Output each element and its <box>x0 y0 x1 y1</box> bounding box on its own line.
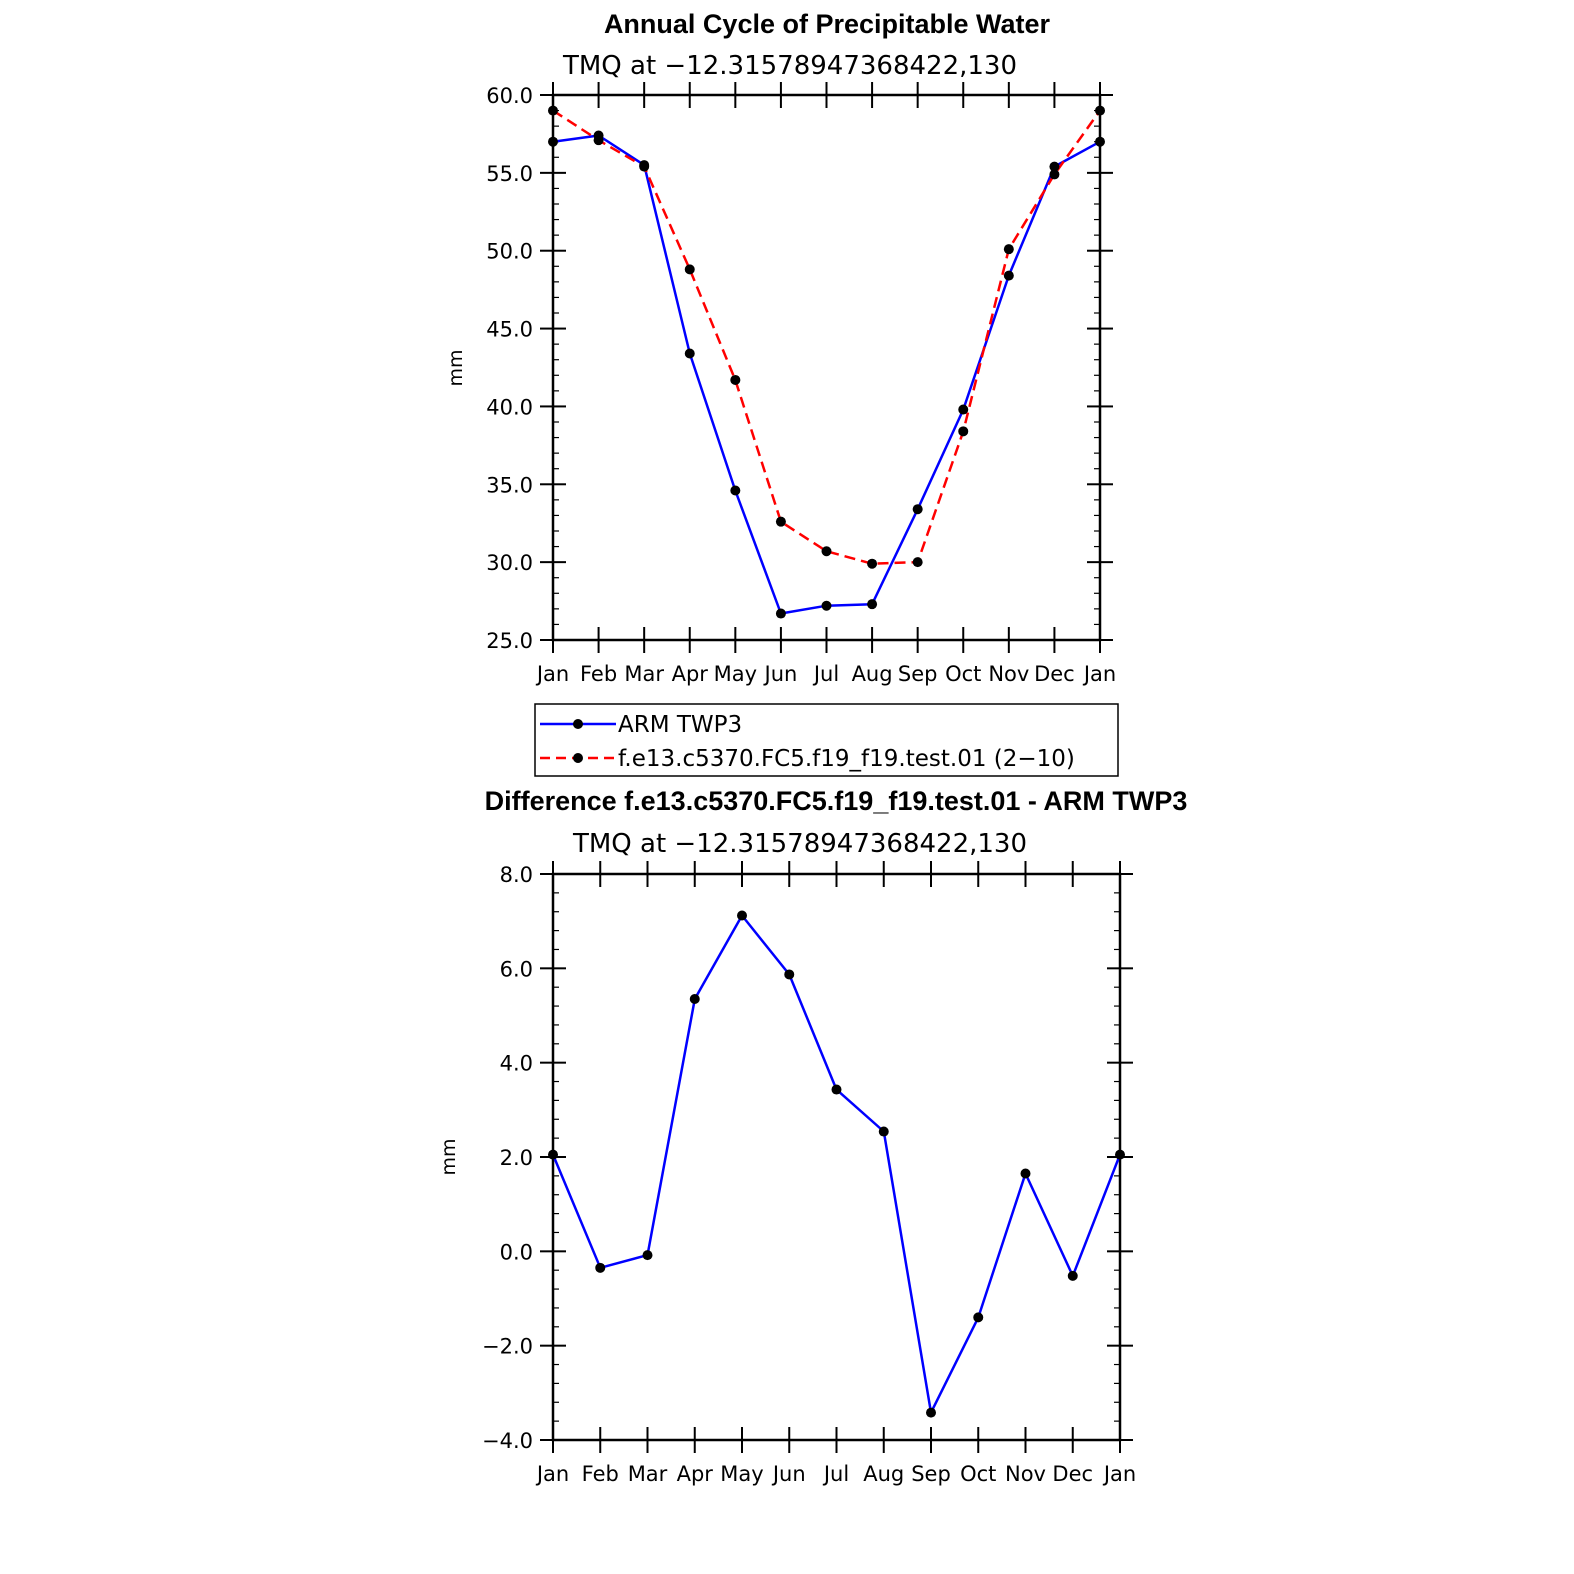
chart1-series-1-point <box>775 516 786 527</box>
chart1-xtick-label: Jan <box>535 662 569 686</box>
chart1-series-1-line <box>552 109 1102 565</box>
chart1-xtick-label: Feb <box>580 662 617 686</box>
chart1-ytick-label: 45.0 <box>486 318 533 342</box>
chart1-xtick-label: Aug <box>852 662 893 686</box>
chart2-ytick-label: 4.0 <box>500 1052 533 1076</box>
chart1-legend: ARM TWP3 f.e13.c5370.FC5.f19_f19.test.01… <box>534 703 1119 777</box>
chart2-ytick-label: −4.0 <box>482 1429 533 1453</box>
chart1-xtick-label: Dec <box>1034 662 1075 686</box>
chart2-xtick-label: Dec <box>1052 1462 1093 1486</box>
chart2-series-0-point <box>548 1149 558 1160</box>
chart1-series-1-point <box>548 105 558 116</box>
chart1-series-1-point <box>958 426 969 437</box>
chart2-series-0-line <box>551 914 1122 1414</box>
chart2-xtick-label: Oct <box>960 1462 996 1486</box>
chart1-ytick-label: 40.0 <box>486 395 533 419</box>
chart1-series-1-point <box>639 161 650 172</box>
chart1-series-1-point <box>1095 105 1105 116</box>
chart1-xtick-label: Jan <box>1082 662 1116 686</box>
chart2-series-0-point <box>642 1250 653 1261</box>
chart2-series-0-point <box>1020 1168 1031 1179</box>
chart2-xtick-label: Aug <box>863 1462 904 1486</box>
chart2-xtick-label: Mar <box>628 1462 668 1486</box>
legend-label-arm: ARM TWP3 <box>618 712 742 738</box>
chart1-series-1-point <box>593 135 604 146</box>
chart2-series-0-point <box>737 910 747 921</box>
chart1-xtick-label: Sep <box>898 662 938 686</box>
chart1-plot: 25.0 30.0 35.0 40.0 45.0 50.0 55.0 60.0 Jan Feb Ma… <box>486 82 1116 686</box>
chart1-xtick-label: Oct <box>945 662 981 686</box>
chart1-series-1-point <box>821 546 832 557</box>
chart2-series-0-point <box>595 1262 606 1273</box>
chart2-series-0-point <box>1115 1149 1125 1160</box>
chart1-series-1-point <box>1049 169 1060 180</box>
chart2-series-0-point <box>1067 1270 1078 1281</box>
chart2-title: Difference f.e13.c5370.FC5.f19_f19.test.… <box>485 786 1188 816</box>
chart1-xtick-label: Jul <box>812 662 839 686</box>
chart1-series-0-point <box>867 599 878 610</box>
chart2-ytick-label: 8.0 <box>500 863 533 887</box>
chart1-series-0-point <box>775 608 786 619</box>
legend-marker-arm <box>573 719 583 729</box>
chart2-xtick-label: Feb <box>582 1462 619 1486</box>
chart2-xtick-label: Apr <box>677 1462 714 1486</box>
chart2-xtick-label: Jan <box>1102 1462 1136 1486</box>
chart2-series-0-point <box>973 1312 984 1323</box>
chart1-ytick-label: 35.0 <box>486 473 533 497</box>
chart2-series-0-point <box>784 969 795 980</box>
chart2-frame <box>551 872 1122 1442</box>
chart1-xtick-label: Nov <box>988 662 1029 686</box>
chart2-series-0-point <box>831 1084 842 1095</box>
chart2-series-0-point <box>878 1126 889 1137</box>
chart1-series-0-point <box>912 504 923 515</box>
chart1-ytick-label: 25.0 <box>486 629 533 653</box>
chart1-series-0-point <box>821 600 832 611</box>
chart1-xtick-label: Jun <box>763 662 798 686</box>
chart1-xtick-label: Mar <box>624 662 664 686</box>
chart2-xtick-label: Sep <box>911 1462 951 1486</box>
chart2-series-0-point <box>689 993 700 1004</box>
chart2-ytick-label: 6.0 <box>500 957 533 981</box>
chart1-xtick-label: Apr <box>672 662 709 686</box>
chart1-series-0-point <box>1049 161 1060 172</box>
chart1-series-0-point <box>684 348 695 359</box>
chart2-xtick-label: Jul <box>822 1462 849 1486</box>
chart1-series-0-line <box>552 134 1101 615</box>
chart2-xtick-label: Nov <box>1005 1462 1046 1486</box>
chart1-ylabel: mm <box>445 349 467 386</box>
chart2-ylabel: mm <box>438 1138 460 1175</box>
chart1-series-1-point <box>867 558 878 569</box>
chart1-frame <box>551 93 1102 642</box>
chart1-series-1-point <box>912 557 923 568</box>
chart1-series-0-point <box>730 485 741 496</box>
chart2-plot: −4.0 −2.0 0.0 2.0 4.0 6.0 8.0 Jan Feb Mar Apr May Ju… <box>482 861 1136 1486</box>
chart2-xtick-label: Jun <box>771 1462 806 1486</box>
chart2-xtick-label: Jan <box>535 1462 569 1486</box>
chart1-title: Annual Cycle of Precipitable Water <box>604 9 1051 39</box>
chart1-series-0-point <box>958 404 969 415</box>
legend-label-model: f.e13.c5370.FC5.f19_f19.test.01 (2−10) <box>618 746 1075 772</box>
chart1-series-0-point <box>1003 270 1014 281</box>
chart1-ytick-label: 30.0 <box>486 551 533 575</box>
chart2-series-0-point <box>926 1407 936 1418</box>
chart2-ytick-label: 2.0 <box>500 1146 533 1170</box>
legend-marker-model <box>573 753 583 763</box>
chart1-series-1-point <box>1003 244 1014 255</box>
chart1-series-1-point <box>730 374 741 385</box>
chart1-ytick-label: 55.0 <box>486 162 533 186</box>
chart1-series-0-point <box>548 136 558 147</box>
chart1-ytick-label: 50.0 <box>486 240 533 264</box>
legend-box <box>534 703 1119 777</box>
chart2-xtick-label: May <box>720 1462 763 1486</box>
chart2-ytick-label: 0.0 <box>500 1240 533 1264</box>
chart1-ytick-label: 60.0 <box>486 84 533 108</box>
chart1-series-0-point <box>1095 136 1105 147</box>
chart1-series-1-point <box>684 264 695 275</box>
chart2-ytick-label: −2.0 <box>482 1335 533 1359</box>
chart1-xtick-label: May <box>714 662 757 686</box>
chart2-subtitle: TMQ at −12.31578947368422,130 <box>572 829 1027 859</box>
chart1-subtitle: TMQ at −12.31578947368422,130 <box>562 51 1017 81</box>
